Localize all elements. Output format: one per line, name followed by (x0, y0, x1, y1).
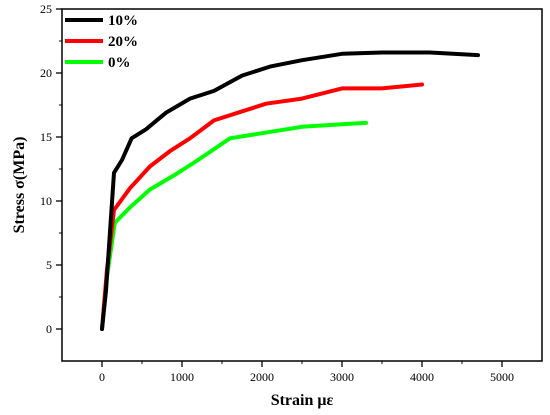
series-line-0 (100, 50, 480, 331)
legend-label: 20% (108, 34, 138, 50)
legend-label: 0% (108, 55, 131, 71)
series-line-2 (100, 120, 368, 331)
y-tick-label: 10 (40, 194, 52, 208)
x-tick-label: 0 (99, 370, 105, 384)
legend-label: 10% (108, 13, 138, 29)
y-tick-label: 0 (46, 322, 52, 336)
x-tick-label: 1000 (170, 370, 194, 384)
x-axis-title: Strain με (271, 392, 334, 409)
x-tick-label: 2000 (250, 370, 274, 384)
x-tick-label: 3000 (330, 370, 354, 384)
series-line-1 (100, 82, 424, 331)
x-tick-label: 4000 (410, 370, 434, 384)
y-tick-label: 20 (40, 66, 52, 80)
x-tick-label: 5000 (490, 370, 514, 384)
axis-ticks: 0 1000 2000 3000 4000 5000 0 5 10 15 20 25 (40, 2, 514, 384)
y-axis-title: Stress σ(MPa) (11, 137, 28, 234)
y-tick-label: 15 (40, 130, 52, 144)
series-lines (100, 50, 480, 331)
legend: 10% 20% 0% (65, 13, 138, 71)
y-tick-label: 5 (46, 258, 52, 272)
y-tick-label: 25 (40, 2, 52, 16)
